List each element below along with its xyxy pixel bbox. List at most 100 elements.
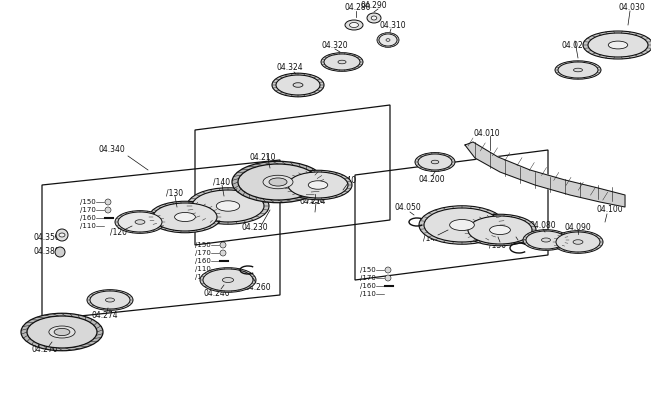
Text: 04.310: 04.310 — [380, 20, 406, 30]
Ellipse shape — [223, 278, 234, 282]
Ellipse shape — [583, 31, 651, 59]
Text: 04.240: 04.240 — [204, 288, 230, 298]
Ellipse shape — [424, 208, 500, 242]
Ellipse shape — [345, 20, 363, 30]
Ellipse shape — [238, 164, 318, 200]
Ellipse shape — [350, 22, 359, 28]
Ellipse shape — [284, 170, 352, 200]
Text: 04.100: 04.100 — [597, 206, 623, 214]
Ellipse shape — [526, 231, 566, 249]
Ellipse shape — [54, 328, 70, 336]
Ellipse shape — [200, 268, 256, 292]
Text: 04.010: 04.010 — [474, 128, 501, 138]
Text: 04.210: 04.210 — [250, 154, 276, 162]
Text: /120: /120 — [195, 274, 211, 280]
Text: 04.060: 04.060 — [503, 228, 529, 238]
Ellipse shape — [135, 220, 145, 224]
Text: /130: /130 — [490, 240, 506, 250]
Ellipse shape — [87, 290, 133, 310]
Ellipse shape — [418, 154, 452, 170]
Text: 04.270: 04.270 — [32, 346, 59, 354]
Ellipse shape — [288, 172, 348, 198]
Ellipse shape — [269, 178, 287, 186]
Ellipse shape — [450, 220, 475, 230]
Text: /170: /170 — [80, 207, 96, 213]
Ellipse shape — [523, 230, 569, 250]
Ellipse shape — [174, 212, 195, 222]
Circle shape — [105, 199, 111, 205]
Text: 04.230: 04.230 — [242, 224, 268, 232]
Text: /150: /150 — [80, 199, 96, 205]
Ellipse shape — [90, 291, 130, 309]
Text: 04.280: 04.280 — [345, 2, 371, 12]
Ellipse shape — [419, 206, 505, 244]
Ellipse shape — [216, 201, 240, 211]
Text: /160: /160 — [360, 283, 376, 289]
Text: 04.274: 04.274 — [92, 312, 118, 320]
Text: /150: /150 — [195, 242, 211, 248]
Ellipse shape — [263, 175, 293, 189]
Ellipse shape — [574, 68, 583, 72]
Ellipse shape — [115, 211, 165, 233]
Ellipse shape — [542, 238, 551, 242]
Ellipse shape — [309, 181, 327, 189]
Text: /170: /170 — [195, 250, 211, 256]
Ellipse shape — [293, 83, 303, 87]
Text: 04.324: 04.324 — [277, 64, 303, 72]
Text: 04.340: 04.340 — [98, 146, 126, 154]
Ellipse shape — [232, 161, 324, 203]
Ellipse shape — [105, 298, 115, 302]
Ellipse shape — [490, 226, 510, 234]
Circle shape — [56, 229, 68, 241]
Circle shape — [105, 207, 111, 213]
Text: 04.090: 04.090 — [564, 222, 591, 232]
Ellipse shape — [558, 62, 598, 78]
Ellipse shape — [556, 232, 600, 252]
Circle shape — [220, 242, 226, 248]
Text: /120: /120 — [109, 228, 126, 236]
Text: 04.020: 04.020 — [562, 40, 589, 50]
Ellipse shape — [367, 13, 381, 23]
Ellipse shape — [553, 231, 603, 253]
Text: 04.350: 04.350 — [33, 232, 60, 242]
Text: /170: /170 — [360, 275, 376, 281]
Ellipse shape — [608, 41, 628, 49]
Ellipse shape — [276, 75, 320, 95]
Text: /110: /110 — [360, 291, 376, 297]
Polygon shape — [465, 142, 625, 207]
Text: /140: /140 — [339, 176, 357, 184]
Text: /160: /160 — [80, 215, 96, 221]
Text: 04.214: 04.214 — [299, 198, 326, 206]
Ellipse shape — [588, 33, 648, 57]
Text: 04.080: 04.080 — [530, 220, 557, 230]
Text: /140: /140 — [423, 234, 441, 242]
Ellipse shape — [321, 53, 363, 71]
Ellipse shape — [324, 54, 360, 70]
Ellipse shape — [21, 313, 103, 351]
Ellipse shape — [192, 190, 264, 222]
Ellipse shape — [272, 73, 324, 97]
Ellipse shape — [377, 33, 399, 47]
Ellipse shape — [555, 61, 601, 79]
Ellipse shape — [431, 160, 439, 164]
Ellipse shape — [338, 60, 346, 64]
Text: /160: /160 — [195, 258, 211, 264]
Circle shape — [55, 247, 65, 257]
Text: 04.200: 04.200 — [419, 176, 445, 184]
Ellipse shape — [464, 214, 536, 246]
Text: 04.030: 04.030 — [618, 2, 645, 12]
Ellipse shape — [149, 201, 221, 233]
Text: /150: /150 — [360, 267, 376, 273]
Circle shape — [220, 250, 226, 256]
Text: 04.050: 04.050 — [395, 204, 421, 212]
Text: /140: /140 — [214, 178, 230, 186]
Ellipse shape — [468, 216, 532, 244]
Text: /110: /110 — [195, 266, 211, 272]
Ellipse shape — [573, 240, 583, 244]
Circle shape — [385, 267, 391, 273]
Ellipse shape — [153, 203, 217, 231]
Text: 04.290: 04.290 — [361, 0, 387, 10]
Ellipse shape — [379, 34, 397, 46]
Text: 04.320: 04.320 — [322, 40, 348, 50]
Ellipse shape — [415, 152, 455, 172]
